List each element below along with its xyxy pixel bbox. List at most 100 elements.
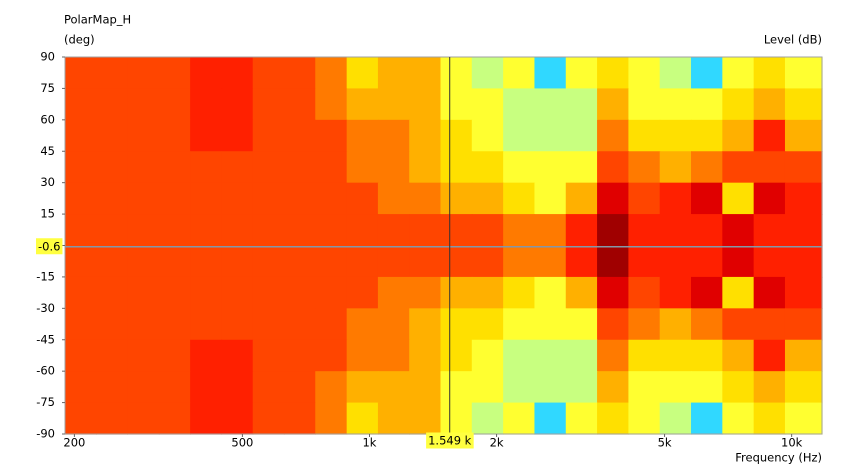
contour-cell — [628, 57, 661, 90]
x-tick-label: 200 — [63, 436, 85, 450]
contour-cell — [628, 151, 661, 184]
contour-cell — [65, 119, 97, 152]
contour-cell — [503, 119, 536, 152]
contour-cell — [409, 339, 442, 372]
contour-cell — [534, 339, 567, 372]
contour-cell — [597, 214, 630, 247]
contour-cell — [471, 339, 504, 372]
contour-cell — [190, 214, 223, 247]
contour-cell — [95, 308, 128, 341]
contour-cell — [471, 119, 504, 152]
contour-cell — [127, 214, 160, 247]
contour-cell — [503, 88, 536, 121]
contour-cell — [722, 88, 755, 121]
contour-cell — [722, 276, 755, 309]
contour-cell — [190, 371, 223, 404]
contour-cell — [346, 276, 379, 309]
contour-cell — [784, 88, 823, 121]
contour-cell — [95, 339, 128, 372]
contour-cell — [158, 57, 191, 90]
y-tick-label: 90 — [40, 50, 55, 64]
x-tick-label: 500 — [231, 436, 253, 450]
contour-cell — [691, 339, 723, 372]
contour-cell — [722, 308, 755, 341]
contour-cell — [283, 308, 316, 341]
contour-cell — [597, 276, 630, 309]
contour-cell — [409, 214, 442, 247]
contour-cell — [221, 371, 254, 404]
y-axis-label: (deg) — [64, 33, 95, 47]
contour-cell — [158, 276, 191, 309]
y-tick-label: -45 — [36, 332, 55, 346]
contour-cell — [158, 245, 191, 278]
contour-cell — [784, 339, 823, 372]
contour-cell — [65, 57, 97, 90]
contour-cell — [565, 57, 598, 90]
y-tick-label: 30 — [40, 175, 55, 189]
contour-cell — [659, 88, 692, 121]
contour-cell — [440, 182, 473, 215]
contour-cell — [158, 119, 191, 152]
contour-cell — [409, 402, 442, 435]
contour-cell — [65, 245, 97, 278]
y-tick-label: -75 — [36, 395, 55, 409]
contour-cell — [503, 276, 536, 309]
contour-cell — [471, 214, 504, 247]
contour-cell — [221, 88, 254, 121]
contour-cell — [503, 402, 536, 435]
contour-cell — [534, 245, 567, 278]
contour-cell — [158, 339, 191, 372]
contour-cell — [565, 371, 598, 404]
contour-cell — [190, 276, 223, 309]
contour-cell — [659, 371, 692, 404]
contour-cell — [65, 276, 97, 309]
contour-cell — [691, 245, 723, 278]
contour-cell — [65, 308, 97, 341]
cursor-label-bg — [36, 238, 63, 255]
contour-cell — [753, 308, 786, 341]
contour-cell — [65, 371, 97, 404]
contour-cell — [659, 245, 692, 278]
contour-cell — [65, 339, 97, 372]
contour-cell — [221, 402, 254, 435]
contour-cell — [252, 276, 285, 309]
contour-cell — [534, 308, 567, 341]
contour-cell — [659, 119, 692, 152]
contour-cell — [565, 88, 598, 121]
contour-cell — [315, 214, 348, 247]
contour-cell — [784, 57, 823, 90]
contour-cell — [440, 214, 473, 247]
contour-cell — [190, 88, 223, 121]
contour-cell — [409, 371, 442, 404]
contour-cell — [597, 88, 630, 121]
contour-cell — [95, 371, 128, 404]
contour-cell — [283, 371, 316, 404]
contour-cell — [628, 371, 661, 404]
contour-cell — [409, 245, 442, 278]
contour-cell — [753, 151, 786, 184]
chart-title: PolarMap_H — [64, 13, 131, 27]
contour-cell — [628, 308, 661, 341]
contour-cell — [158, 151, 191, 184]
contour-cell — [127, 88, 160, 121]
contour-cell — [346, 339, 379, 372]
contour-cell — [565, 119, 598, 152]
contour-cell — [565, 245, 598, 278]
contour-cell — [377, 57, 410, 90]
contour-cell — [252, 245, 285, 278]
contour-cell — [221, 214, 254, 247]
contour-cell — [221, 339, 254, 372]
contour-cell — [503, 182, 536, 215]
contour-cell — [753, 214, 786, 247]
contour-cell — [471, 57, 504, 90]
contour-cell — [346, 182, 379, 215]
contour-cell — [753, 339, 786, 372]
contour-cell — [722, 214, 755, 247]
contour-cell — [597, 151, 630, 184]
contour-cell — [440, 308, 473, 341]
contour-cell — [597, 119, 630, 152]
contour-cell — [628, 402, 661, 435]
contour-cell — [628, 214, 661, 247]
contour-cell — [471, 245, 504, 278]
contour-cell — [127, 57, 160, 90]
